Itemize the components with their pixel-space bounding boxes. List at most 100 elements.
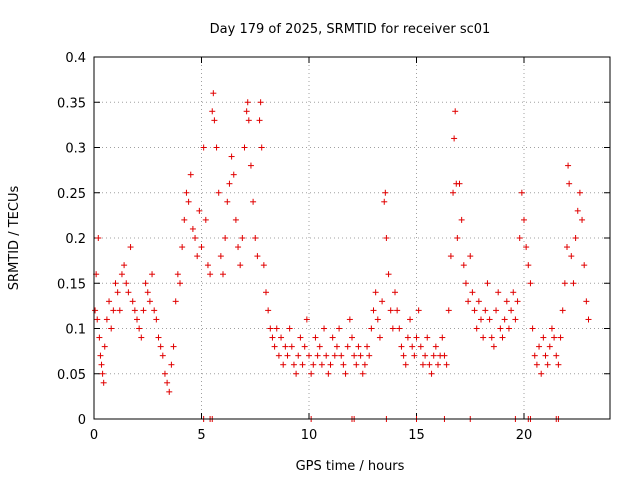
- data-point: [108, 325, 115, 332]
- data-point: [559, 307, 566, 314]
- data-point: [544, 361, 551, 368]
- data-point: [518, 189, 525, 196]
- data-point: [576, 189, 583, 196]
- data-point: [131, 307, 138, 314]
- data-point: [382, 189, 389, 196]
- data-point: [243, 108, 250, 115]
- data-point: [561, 280, 568, 287]
- data-point: [230, 171, 237, 178]
- data-point: [460, 262, 467, 269]
- data-point: [465, 298, 472, 305]
- data-point: [183, 189, 190, 196]
- y-axis-label: SRMTID / TECUs: [7, 186, 22, 291]
- data-point: [327, 361, 334, 368]
- data-point: [417, 343, 424, 350]
- data-point: [372, 289, 379, 296]
- data-point: [370, 307, 377, 314]
- data-point: [192, 235, 199, 241]
- data-point: [374, 316, 381, 323]
- grid: [94, 57, 610, 419]
- data-point: [480, 334, 487, 341]
- data-point: [159, 352, 166, 359]
- data-point: [301, 343, 308, 350]
- data-point: [288, 343, 295, 350]
- data-point: [495, 289, 502, 296]
- data-point: [200, 144, 207, 151]
- data-point: [134, 316, 140, 323]
- chart-title: Day 179 of 2025, SRMTID for receiver sc0…: [210, 22, 491, 37]
- data-point: [138, 334, 145, 341]
- data-point: [574, 207, 581, 214]
- data-point: [100, 379, 107, 386]
- data-point: [210, 90, 217, 97]
- data-point: [308, 370, 315, 377]
- data-point: [215, 189, 222, 196]
- data-point: [331, 352, 338, 359]
- x-tick-label: 10: [301, 428, 318, 443]
- data-point: [394, 307, 401, 314]
- data-point: [467, 253, 474, 260]
- data-point: [179, 244, 186, 251]
- data-point: [329, 334, 336, 341]
- y-tick-label: 0.3: [65, 142, 86, 157]
- data-point: [583, 298, 590, 305]
- data-point: [144, 289, 151, 296]
- data-point: [323, 352, 330, 359]
- data-point: [357, 352, 364, 359]
- data-point: [211, 117, 218, 124]
- data-point: [359, 370, 366, 377]
- data-point: [250, 198, 257, 205]
- data-point: [342, 370, 349, 377]
- x-axis-label: GPS time / hours: [296, 459, 405, 474]
- data-point: [303, 316, 310, 323]
- data-point: [282, 343, 289, 350]
- data-point: [164, 379, 171, 386]
- data-point: [299, 361, 306, 368]
- data-point: [458, 216, 465, 223]
- data-point: [564, 244, 570, 251]
- y-tick-label: 0: [78, 413, 86, 428]
- data-point: [185, 198, 192, 205]
- data-point: [473, 325, 480, 332]
- data-point: [379, 298, 386, 305]
- data-point: [510, 289, 517, 296]
- data-point: [443, 361, 450, 368]
- data-point: [505, 325, 512, 332]
- data-point: [585, 316, 592, 323]
- data-point: [542, 352, 549, 359]
- data-point: [488, 334, 495, 341]
- data-point: [361, 361, 368, 368]
- data-point: [546, 343, 553, 350]
- data-point: [400, 352, 407, 359]
- data-point: [157, 343, 164, 350]
- data-point: [566, 180, 573, 187]
- data-point: [136, 325, 143, 332]
- data-point: [267, 325, 274, 332]
- data-point: [525, 262, 532, 269]
- data-point: [538, 370, 545, 377]
- data-point: [232, 216, 239, 223]
- data-point: [572, 235, 579, 241]
- data-point: [368, 325, 375, 332]
- data-point: [275, 352, 282, 359]
- data-point: [146, 298, 153, 305]
- data-point: [486, 316, 493, 323]
- data-point: [256, 117, 263, 124]
- data-point: [295, 352, 302, 359]
- data-point: [398, 343, 405, 350]
- x-tick-label: 15: [408, 428, 425, 443]
- data-point: [116, 307, 123, 314]
- data-point: [469, 289, 476, 296]
- data-point: [103, 316, 110, 323]
- data-point: [415, 307, 422, 314]
- data-point: [187, 171, 194, 178]
- y-tick-label: 0.25: [57, 187, 86, 202]
- data-point: [177, 280, 183, 287]
- data-point: [579, 216, 586, 223]
- data-point: [95, 235, 102, 241]
- data-point: [207, 271, 214, 278]
- data-point: [336, 325, 343, 332]
- x-tick-label: 5: [197, 428, 205, 443]
- data-point: [523, 244, 530, 251]
